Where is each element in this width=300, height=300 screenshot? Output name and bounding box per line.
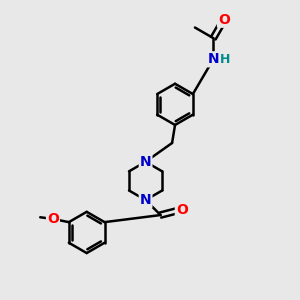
Text: O: O [218,13,230,27]
Text: H: H [220,53,230,66]
Text: O: O [176,202,188,217]
Text: N: N [208,52,219,66]
Text: N: N [140,193,152,207]
Text: O: O [47,212,59,226]
Text: N: N [140,155,152,169]
